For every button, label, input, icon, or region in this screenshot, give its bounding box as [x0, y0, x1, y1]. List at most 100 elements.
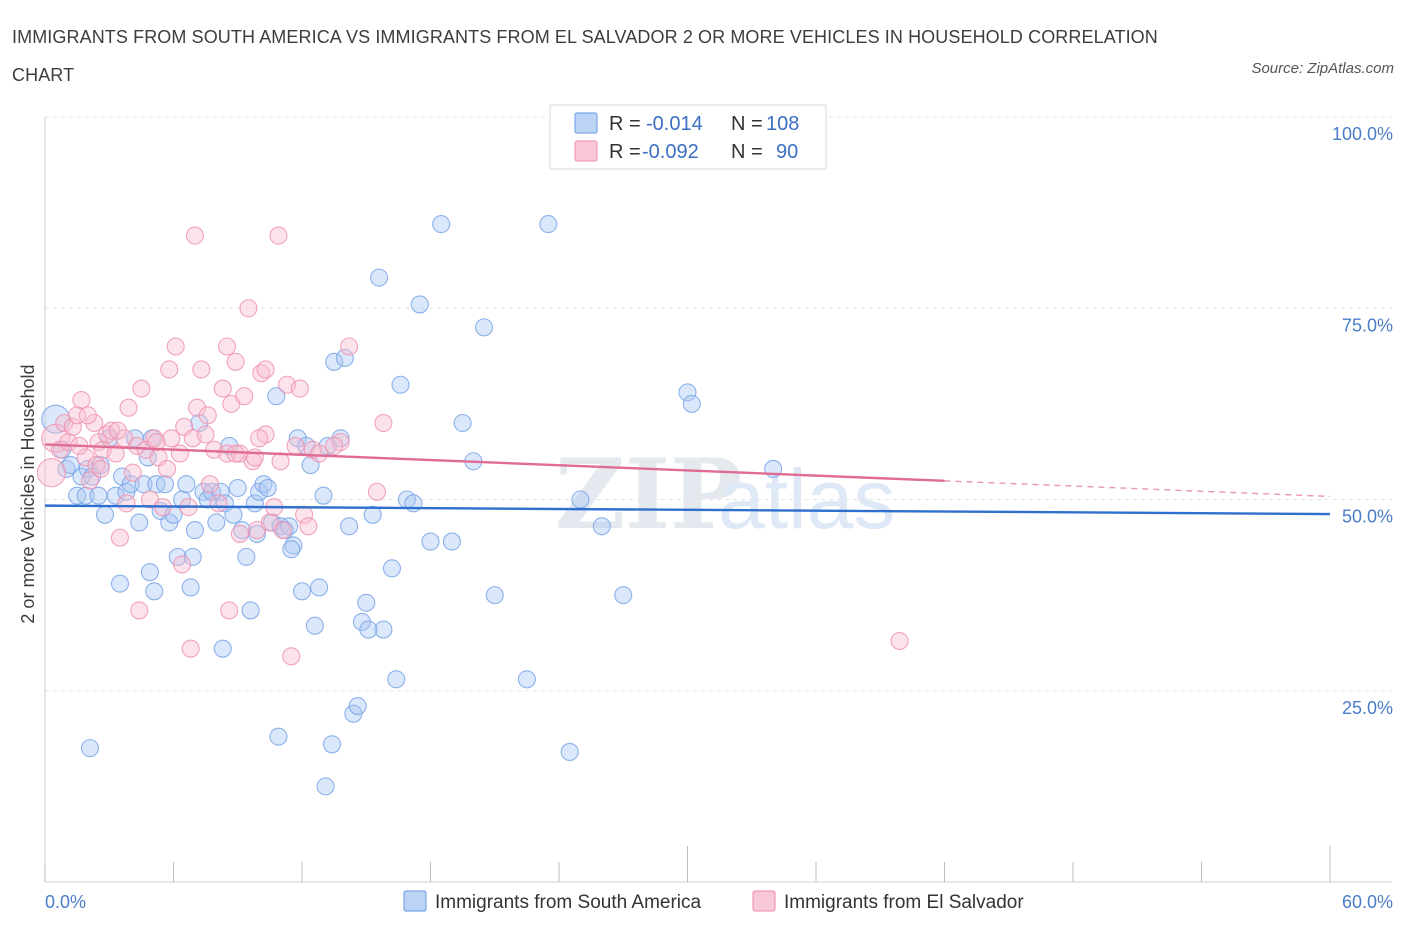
y-tick-label-25: 25.0%	[1342, 698, 1393, 718]
el-salvador-point-65	[374, 413, 393, 433]
y-tick-label-75: 75.0%	[1342, 315, 1393, 335]
south-america-point-63	[314, 486, 333, 505]
legend-n-label-1: N =	[731, 113, 763, 135]
south-america-point-46	[241, 601, 260, 620]
south-america-point-45	[237, 547, 256, 566]
el-salvador-point-63	[340, 337, 359, 356]
south-america-point-31	[181, 578, 200, 597]
trend-line-el-salvador	[44, 443, 945, 483]
el-salvador-point-29	[166, 337, 185, 356]
el-salvador-point-76	[230, 524, 249, 543]
trend-line-el-salvador-extension	[944, 480, 1331, 498]
south-america-point-5	[72, 467, 91, 486]
south-america-point-91	[560, 742, 579, 762]
el-salvador-point-66	[185, 226, 204, 245]
el-salvador-point-39	[209, 494, 228, 513]
south-america-point-33	[185, 521, 204, 540]
south-america-point-20	[134, 475, 153, 494]
el-salvador-point-53	[269, 226, 288, 245]
south-america-point-78	[391, 375, 410, 394]
south-america-point-85	[453, 413, 472, 433]
south-america-point-70	[348, 696, 367, 716]
legend-box: R = -0.014 N = 108 R = -0.092 N = 90	[549, 104, 827, 170]
south-america-point-58	[292, 582, 312, 601]
south-america-point-67	[335, 348, 354, 368]
series-el-salvador-points	[36, 226, 909, 666]
south-america-point-72	[357, 593, 376, 612]
y-tick-label-100: 100.0%	[1332, 124, 1393, 144]
south-america-point-101	[145, 582, 164, 601]
el-salvador-point-68	[256, 360, 275, 379]
el-salvador-point-10	[85, 413, 104, 433]
legend-n-value-1: 108	[766, 113, 799, 135]
bottom-legend-swatch-blue	[403, 890, 427, 912]
el-salvador-point-67	[217, 337, 237, 356]
y-axis-label: 2 or more Vehicles in Household	[18, 364, 38, 623]
el-salvador-point-84	[198, 406, 217, 425]
el-salvador-point-57	[286, 436, 305, 456]
el-salvador-point-86	[250, 429, 269, 448]
south-america-point-82	[421, 532, 440, 551]
south-america-point-65	[325, 352, 344, 371]
el-salvador-point-75	[220, 601, 239, 620]
el-salvador-point-8	[76, 448, 95, 467]
south-america-point-76	[382, 559, 402, 578]
south-america-point-74	[370, 268, 389, 287]
legend-r-label-2: R =	[609, 141, 641, 163]
south-america-point-83	[432, 215, 451, 234]
el-salvador-point-58	[290, 379, 309, 398]
south-america-point-71	[352, 612, 372, 631]
chart-title: IMMIGRANTS FROM SOUTH AMERICA VS IMMIGRA…	[12, 27, 1158, 85]
el-salvador-point-18	[119, 398, 138, 417]
chart-source: Source: ZipAtlas.com	[1251, 60, 1394, 77]
el-salvador-point-16	[110, 528, 130, 547]
el-salvador-point-46	[239, 299, 258, 318]
south-america-point-66	[331, 429, 350, 448]
south-america-point-92	[571, 490, 590, 509]
legend-n-value-2: 90	[776, 141, 798, 163]
el-salvador-point-87	[271, 452, 290, 471]
tick-labels: 100.0% 75.0% 50.0% 25.0% 0.0% 60.0%	[45, 124, 1393, 912]
el-salvador-point-60	[299, 517, 318, 536]
south-america-point-14	[110, 574, 130, 593]
south-america-point-95	[80, 739, 100, 758]
south-america-point-100	[316, 777, 335, 796]
el-salvador-point-21	[132, 379, 151, 398]
south-america-point-99	[322, 735, 342, 754]
el-salvador-point-40	[213, 379, 232, 398]
bottom-legend-label-south-america: Immigrants from South America	[435, 892, 702, 913]
south-america-point-94	[614, 586, 633, 605]
south-america-point-32	[183, 547, 202, 566]
south-america-point-98	[269, 727, 288, 746]
south-america-point-38	[207, 513, 226, 532]
el-salvador-point-64	[367, 482, 387, 501]
x-tick-label-max: 60.0%	[1342, 892, 1393, 912]
el-salvador-point-36	[196, 425, 215, 444]
south-america-point-103	[682, 394, 701, 413]
south-america-point-25	[155, 475, 174, 494]
south-america-point-30	[177, 475, 196, 494]
el-salvador-point-56	[282, 647, 301, 666]
el-salvador-point-7	[72, 390, 91, 410]
legend-r-value-1: -0.014	[646, 113, 703, 135]
el-salvador-point-19	[123, 463, 142, 482]
south-america-point-3	[61, 456, 80, 475]
bottom-legend: Immigrants from South America Immigrants…	[403, 890, 1024, 913]
el-salvador-point-81	[108, 421, 127, 440]
south-america-point-89	[517, 670, 536, 689]
south-america-point-11	[95, 505, 115, 524]
south-america-point-13	[106, 486, 125, 505]
legend-n-label-2: N =	[731, 141, 763, 163]
south-america-point-96	[140, 563, 159, 582]
south-america-point-88	[485, 586, 504, 605]
el-salvador-point-28	[162, 429, 181, 448]
y-tick-label-50: 50.0%	[1342, 507, 1393, 527]
el-salvador-point-45	[235, 387, 254, 406]
el-salvador-point-83	[173, 555, 192, 574]
el-salvador-point-74	[181, 639, 200, 658]
south-america-point-87	[474, 318, 494, 337]
x-tick-label-min: 0.0%	[45, 892, 86, 912]
south-america-point-43	[228, 478, 247, 498]
legend-swatch-blue	[574, 112, 598, 134]
el-salvador-point-54	[273, 521, 292, 540]
